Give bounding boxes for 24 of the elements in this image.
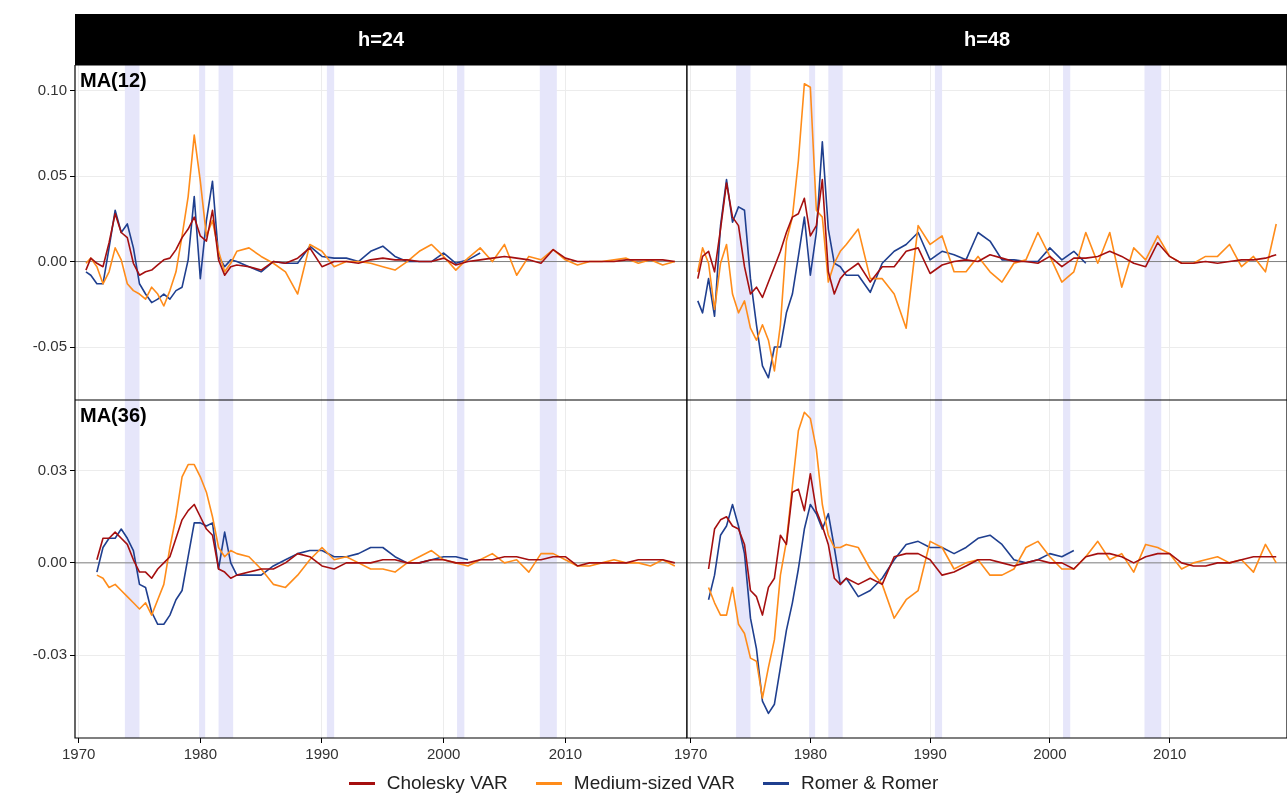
y-tick-label: 0.10 [37, 80, 67, 98]
x-tick-label: 2010 [548, 745, 583, 763]
x-tick-label: 1970 [673, 745, 708, 763]
chart-title: h=48 [687, 14, 1287, 65]
x-tick-label: 2000 [1033, 745, 1067, 763]
x-tick-label: 1970 [61, 745, 96, 763]
y-tick-label: 0.00 [37, 251, 67, 269]
x-tick-label: 1980 [793, 745, 828, 763]
legend-label: Cholesky VAR [386, 772, 508, 794]
annotation: MA(36) [80, 403, 147, 426]
legend-label: Medium-sized VAR [573, 772, 736, 794]
x-tick-label: 1980 [183, 745, 218, 763]
y-tick-label: -0.05 [32, 337, 67, 355]
y-tick-label: 0.05 [37, 166, 67, 184]
chart-title: h=24 [75, 14, 687, 65]
y-tick-label: 0.03 [37, 460, 67, 478]
legend-label: Romer & Romer [801, 772, 939, 794]
y-tick-label: 0.00 [37, 553, 67, 570]
x-tick-label: 1990 [913, 745, 947, 763]
annotation: MA(12) [80, 68, 147, 91]
y-tick-label: -0.03 [32, 645, 67, 663]
x-tick-label: 2000 [426, 745, 461, 763]
x-tick-label: 1990 [305, 745, 339, 763]
x-tick-label: 2010 [1152, 745, 1187, 763]
